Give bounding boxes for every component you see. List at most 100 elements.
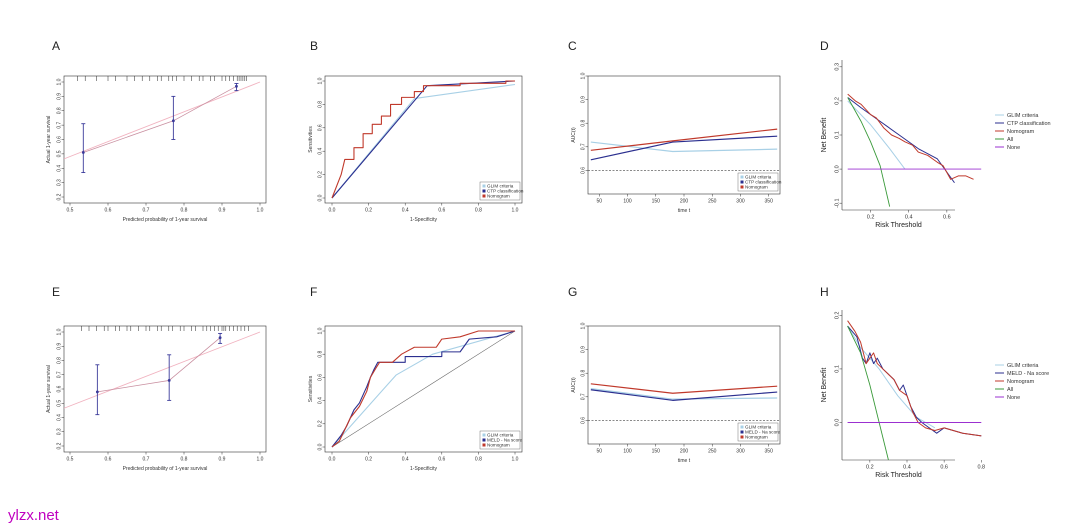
calibration-point <box>81 151 85 154</box>
y-tick-label: 0.8 <box>57 357 63 364</box>
legend-swatch-ctp-classification <box>482 189 486 193</box>
x-tick-label: 0.5 <box>67 208 74 214</box>
panel-letter: A <box>52 39 60 53</box>
panel-letter: C <box>568 39 577 53</box>
y-tick-label: 0.3 <box>57 179 63 186</box>
legend-label-glim-criteria: GLIM criteria <box>487 432 514 437</box>
y-tick-label: 0.4 <box>318 148 324 155</box>
y-axis-title: Actual 1-year survival <box>46 116 52 164</box>
y-tick-label: 0.9 <box>581 96 587 103</box>
y-tick-label: 0.4 <box>57 414 63 421</box>
x-tick-label: 0.6 <box>438 457 445 463</box>
y-axis-title: Net Benefit <box>821 118 828 153</box>
x-tick-label: 0.4 <box>402 457 409 463</box>
ideal-line <box>63 331 261 409</box>
legend-box <box>737 172 779 192</box>
auc-line-glim-criteria <box>590 141 778 153</box>
y-tick-label: 0.2 <box>835 312 841 320</box>
y-tick-label: 1.0 <box>581 322 587 329</box>
x-tick-label: 50 <box>597 199 603 205</box>
roc-curve-nomogram <box>331 80 515 199</box>
x-tick-label: 0.9 <box>219 457 226 463</box>
x-tick-label: 0.4 <box>903 465 911 471</box>
x-tick-label: 0.2 <box>365 208 372 214</box>
y-tick-label: 0.6 <box>581 167 587 174</box>
roc-curve-glim-criteria <box>331 83 516 199</box>
calibration-point <box>235 84 238 88</box>
y-tick-label: 0.4 <box>318 397 324 404</box>
y-tick-label: 0.6 <box>581 417 587 424</box>
y-tick-label: 0.7 <box>57 121 63 128</box>
panel-e: E 0.5 0.6 0.7 0.8 0.9 1.0 0.2 0.3 0.4 0.5 0.6 0.7 0.8… <box>46 285 267 472</box>
legend-label-nomogram: Nomogram <box>487 193 510 198</box>
y-tick-label: 0.9 <box>581 346 587 353</box>
x-tick-label: 350 <box>765 449 774 455</box>
watermark: ylzx.net <box>8 507 59 524</box>
x-tick-label: 200 <box>680 449 689 455</box>
x-tick-label: 0.7 <box>143 208 150 214</box>
y-tick-label: 0.8 <box>57 107 63 114</box>
plot-frame <box>63 75 267 204</box>
y-tick-label: 0.2 <box>835 97 841 105</box>
x-tick-label: 200 <box>680 199 689 205</box>
x-tick-label: 0.0 <box>329 457 336 463</box>
x-axis-title: time t <box>678 208 691 214</box>
legend-label-nomogram: Nomogram <box>1007 379 1035 385</box>
roc-curve-glim-criteria <box>331 330 516 448</box>
legend-swatch-glim-criteria <box>740 175 744 179</box>
x-tick-label: 150 <box>652 199 661 205</box>
legend-label-glim-criteria: GLIM criteria <box>1007 113 1039 119</box>
dca-curve-all <box>847 325 889 461</box>
panel-letter: F <box>310 285 317 299</box>
y-tick-label: 0.2 <box>57 193 63 200</box>
y-tick-label: -0.1 <box>835 198 841 207</box>
panel-letter: H <box>820 285 829 299</box>
y-tick-label: 0.4 <box>57 165 63 172</box>
panel-b: B 0.0 0.2 0.4 0.6 0.8 1.0 0.0 0.2 0.4 0.6 0.8 1.0 1-S… <box>308 39 524 223</box>
x-tick-label: 0.8 <box>181 208 188 214</box>
legend-swatch-ctp-classification <box>740 180 744 184</box>
y-tick-label: 0.5 <box>57 400 63 407</box>
auc-line-glim-criteria <box>590 387 778 400</box>
x-tick-label: 0.8 <box>181 457 188 463</box>
x-tick-label: 0.6 <box>940 465 948 471</box>
dca-curve-all <box>847 97 891 207</box>
legend-label-meld-na-score: MELD - Na score <box>1007 371 1049 377</box>
y-tick-label: 0.9 <box>57 343 63 350</box>
y-tick-label: 0.7 <box>581 143 587 150</box>
panel-letter: E <box>52 285 60 299</box>
panel-g: G 50 100 150 200 250 300 350 0.6 0.7 0.8 0.9 1.0 time… <box>568 285 781 464</box>
x-tick-label: 0.9 <box>219 208 226 214</box>
auc-line-ctp-classification <box>590 135 778 161</box>
legend-box <box>737 422 779 442</box>
y-tick-label: 0.0 <box>835 165 841 173</box>
x-axis-title: 1-Specificity <box>410 466 437 472</box>
y-tick-label: 0.0 <box>318 443 324 450</box>
legend-label-glim-criteria: GLIM criteria <box>487 183 514 188</box>
x-tick-label: 0.8 <box>475 208 482 214</box>
panel-c: C 50 100 150 200 250 300 350 0.6 0.7 0.8 0.9 1.0 time… <box>568 39 782 214</box>
y-axis-title: AUC(t) <box>571 127 577 143</box>
x-tick-label: 1.0 <box>257 208 264 214</box>
y-tick-label: 1.0 <box>318 77 324 84</box>
y-tick-label: 0.3 <box>57 428 63 435</box>
calibration-line <box>97 337 221 393</box>
x-tick-label: 100 <box>623 449 632 455</box>
dca-curve-ctp-classification <box>847 97 955 184</box>
x-tick-label: 100 <box>623 199 632 205</box>
x-tick-label: 0.2 <box>365 457 372 463</box>
panel-a: A 0.5 0.6 0.7 0.8 0.9 1.0 0.2 0.3 0.4 0.5 0.6 0.7 0.8… <box>46 39 267 223</box>
y-tick-label: 0.6 <box>318 124 324 131</box>
legend-label-nomogram: Nomogram <box>745 184 768 189</box>
calibration-point <box>167 379 171 382</box>
x-tick-label: 0.2 <box>867 215 875 221</box>
roc-curve-nomogram <box>331 330 515 448</box>
x-axis-title: time t <box>678 458 691 464</box>
x-axis-title: 1-Specificity <box>410 217 437 223</box>
legend-label-none: None <box>1007 395 1020 401</box>
y-tick-label: 1.0 <box>318 327 324 334</box>
x-tick-label: 1.0 <box>512 208 519 214</box>
y-tick-label: 0.1 <box>835 131 841 139</box>
x-axis-title: Risk Threshold <box>875 222 922 229</box>
